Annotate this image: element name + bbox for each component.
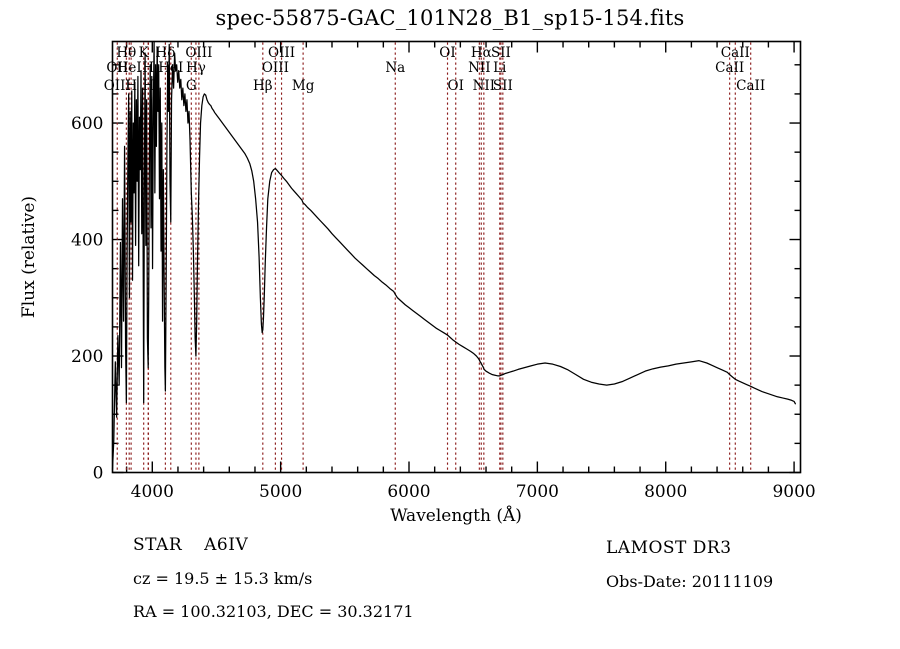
line-marker-label: Na	[385, 60, 405, 76]
line-marker-labels: OIIOIIIHθHeIHKHHHδHeIGHγOIIIHβOIIIOIIIMg…	[104, 45, 766, 94]
y-tick-label: 200	[71, 347, 103, 367]
line-marker-label: HeI	[117, 60, 142, 76]
line-marker-label: CaII	[715, 60, 744, 76]
object-summary: STAR A6IV	[133, 535, 248, 555]
line-marker-label: HeI	[158, 60, 183, 76]
spectrum-trace	[111, 40, 796, 471]
observation-date: Obs-Date: 20111109	[606, 572, 774, 591]
line-marker-label: G	[186, 78, 197, 94]
page-title: spec-55875-GAC_101N28_B1_sp15-154.fits	[215, 6, 685, 30]
line-marker-label: OI	[448, 78, 464, 94]
line-marker-label: CaII	[721, 45, 750, 61]
line-marker-label: Hα	[471, 45, 492, 61]
line-marker-label: OI	[439, 45, 455, 61]
line-marker-label: NII	[473, 78, 495, 94]
line-marker-label: Li	[493, 60, 507, 76]
x-axis-label: Wavelength (Å)	[390, 505, 522, 526]
line-marker-label: Hβ	[253, 78, 273, 94]
x-tick-label: 9000	[772, 482, 815, 502]
x-tick-label: 5000	[259, 482, 302, 502]
line-marker-label: Hγ	[186, 60, 206, 76]
line-marker-label: Mg	[292, 78, 315, 94]
line-marker-label: NII	[468, 60, 490, 76]
x-tick-label: 6000	[387, 482, 430, 502]
line-marker-label: SII	[491, 45, 511, 61]
y-tick-label: 0	[93, 464, 104, 484]
x-tick-label: 8000	[644, 482, 687, 502]
line-marker-label: SII	[493, 78, 513, 94]
object-class: STAR	[133, 535, 183, 555]
x-tick-label: 4000	[131, 482, 174, 502]
line-marker-label: OIII	[104, 78, 131, 94]
sky-coordinates: RA = 100.32103, DEC = 30.32171	[133, 602, 414, 621]
line-marker-label: K	[139, 45, 150, 61]
axis-tick-labels: 4000 5000 6000 7000 8000 9000 0 200 400 600	[71, 114, 816, 502]
spectral-type: A6IV	[204, 535, 249, 555]
plot-frame	[111, 40, 802, 474]
redshift-velocity: cz = 19.5 ± 15.3 km/s	[133, 569, 313, 588]
x-tick-label: 7000	[516, 482, 559, 502]
line-marker-label: OIII	[268, 45, 295, 61]
line-marker-label: Hδ	[155, 45, 175, 61]
axis-ticks	[112, 41, 801, 474]
line-marker-label: H	[143, 78, 155, 94]
line-marker-label: OIII	[185, 45, 212, 61]
line-marker-label: OII	[106, 60, 128, 76]
survey-name: LAMOST DR3	[606, 538, 732, 558]
y-tick-label: 600	[71, 114, 103, 134]
line-marker-group	[116, 42, 752, 472]
line-marker-label: OIII	[262, 60, 289, 76]
y-tick-label: 400	[71, 231, 103, 251]
y-axis-label: Flux (relative)	[19, 196, 39, 318]
line-marker-label: H	[142, 60, 154, 76]
line-marker-label: H	[125, 78, 137, 94]
line-marker-label: CaII	[736, 78, 765, 94]
line-marker-label: Hθ	[116, 45, 136, 61]
